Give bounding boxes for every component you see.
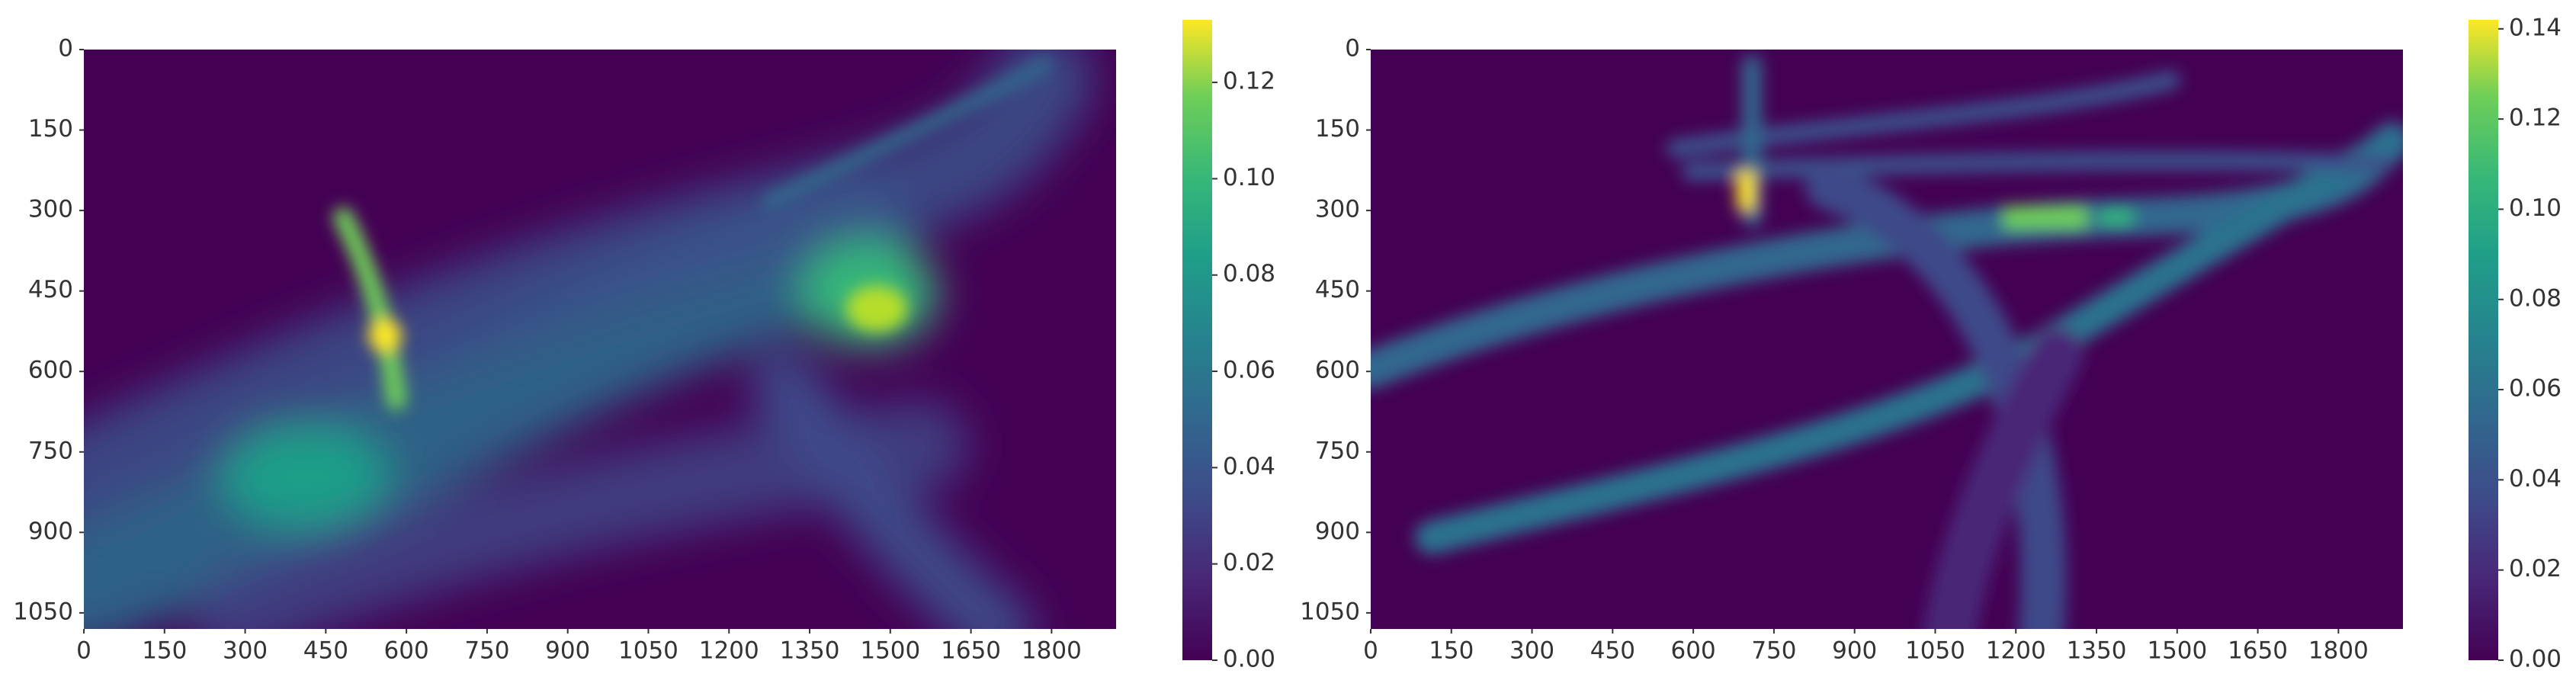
y-tick-label: 750 [1315,437,1360,464]
colorbar-tick-label: 0.02 [2509,555,2562,582]
y-tick-label: 600 [28,357,73,384]
x-tick-label: 1350 [780,637,840,665]
y-tick-label: 150 [28,115,73,143]
x-tick-label: 750 [464,637,509,665]
colorbar-tick-label: 0.06 [1223,357,1275,384]
x-tick-label: 1200 [1986,637,2046,665]
colorbar-tick-label: 0.04 [2509,465,2562,492]
x-tick-label: 1050 [1905,637,1965,665]
x-tick-label: 900 [545,637,590,665]
y-tick-label: 0 [58,35,73,63]
colorbar-tick-label: 0.00 [1223,646,1275,673]
y-tick-label: 900 [28,518,73,545]
colorbar-tick-label: 0.08 [2509,284,2562,312]
colorbar-tick-label: 0.12 [2509,104,2562,132]
y-tick-label: 300 [28,196,73,223]
y-tick-label: 450 [28,276,73,303]
colorbar-tick-label: 0.10 [1223,164,1275,191]
heatmap-1 [84,50,1116,629]
x-tick-label: 750 [1751,637,1796,665]
colorbar-tick-label: 0.10 [2509,194,2562,222]
y-tick-label: 1050 [13,598,73,625]
x-tick-label: 1650 [2228,637,2288,665]
x-tick-label: 150 [142,637,187,665]
x-tick-label: 1800 [1022,637,1082,665]
colorbar [1182,20,1212,660]
x-tick-label: 1800 [2308,637,2369,665]
y-tick-label: 600 [1315,357,1360,384]
x-tick-label: 600 [384,637,429,665]
y-tick-label: 0 [1345,35,1360,63]
x-tick-label: 300 [223,637,268,665]
x-tick-label: 450 [1590,637,1635,665]
colorbar-tick-label: 0.04 [1223,453,1275,480]
x-tick-label: 150 [1429,637,1474,665]
colorbar-tick-label: 0.02 [1223,549,1275,576]
x-tick-label: 900 [1832,637,1877,665]
x-tick-label: 300 [1509,637,1554,665]
y-tick-label: 1050 [1300,598,1360,625]
x-tick-label: 1350 [2067,637,2127,665]
x-tick-label: 450 [303,637,348,665]
y-tick-label: 300 [1315,196,1360,223]
x-tick-label: 1650 [941,637,1001,665]
colorbar [2469,20,2498,660]
y-tick-label: 900 [1315,518,1360,545]
heatmap-2 [1371,50,2403,629]
y-tick-label: 150 [1315,115,1360,143]
x-tick-label: 0 [76,637,91,665]
colorbar-tick-label: 0.14 [2509,14,2562,41]
x-tick-label: 1200 [699,637,759,665]
x-tick-label: 1500 [2147,637,2207,665]
colorbar-tick-label: 0.06 [2509,375,2562,403]
x-tick-label: 0 [1363,637,1378,665]
colorbar-tick-label: 0.00 [2509,646,2562,673]
y-tick-label: 450 [1315,276,1360,303]
colorbar-tick-label: 0.08 [1223,260,1275,287]
x-tick-label: 600 [1671,637,1716,665]
x-tick-label: 1500 [860,637,920,665]
colorbar-tick-label: 0.12 [1223,68,1275,95]
x-tick-label: 1050 [618,637,678,665]
y-tick-label: 750 [28,437,73,464]
